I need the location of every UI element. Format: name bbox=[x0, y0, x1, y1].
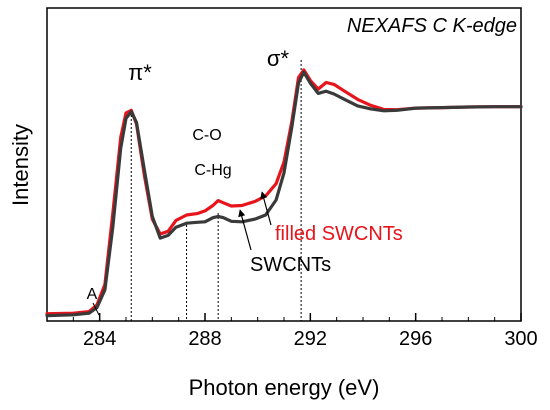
x-tick-label: 292 bbox=[294, 328, 327, 350]
pi-star-label: π* bbox=[128, 60, 152, 85]
series-line-swcnts bbox=[45, 70, 523, 318]
y-axis-label: Intensity bbox=[8, 124, 33, 206]
series-layer bbox=[45, 68, 523, 318]
filled-swcnts-label: filled SWCNTs bbox=[275, 223, 403, 245]
a-label: A bbox=[87, 286, 98, 303]
swcnts-arrow bbox=[238, 209, 252, 251]
x-tick-label: 288 bbox=[188, 328, 221, 350]
vertical-markers bbox=[130, 60, 302, 321]
c-hg-label: C-Hg bbox=[194, 162, 231, 179]
series-line-filled-swcnts bbox=[45, 68, 523, 316]
x-tick-label: 296 bbox=[399, 328, 432, 350]
chart-title: NEXAFS C K-edge bbox=[347, 15, 517, 37]
filled-swcnts-arrow bbox=[260, 191, 272, 226]
x-axis-label: Photon energy (eV) bbox=[189, 375, 380, 400]
sigma-star-label: σ* bbox=[267, 46, 290, 71]
swcnts-label: SWCNTs bbox=[250, 254, 331, 276]
x-tick-label: 300 bbox=[504, 328, 537, 350]
x-tick-label: 284 bbox=[83, 328, 116, 350]
c-o-label: C-O bbox=[192, 127, 221, 144]
a-pointer bbox=[92, 302, 100, 316]
x-axis-ticks: 284 288 292 296 300 bbox=[46, 313, 538, 350]
